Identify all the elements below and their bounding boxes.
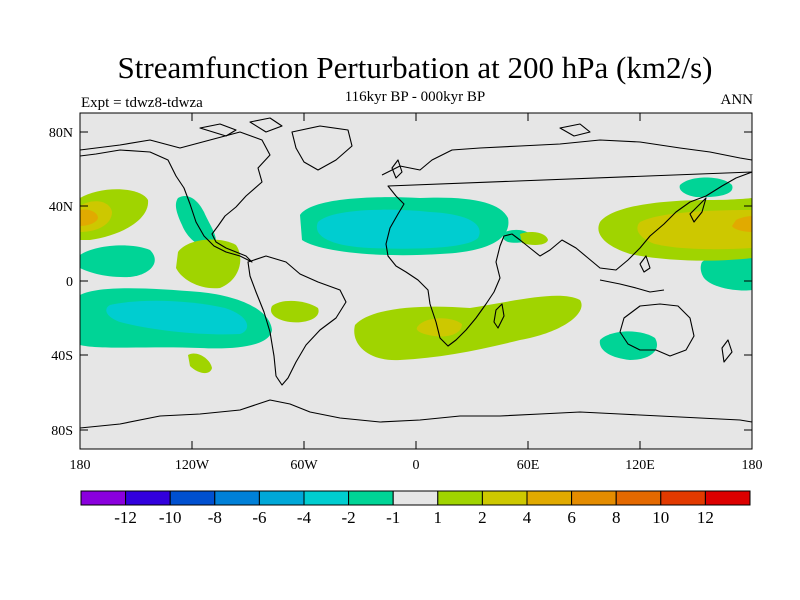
contour-pos2-southatlantic	[416, 318, 462, 337]
y-tick-label: 40S	[51, 349, 73, 364]
y-tick-label: 40N	[49, 200, 73, 215]
colorbar-box	[169, 490, 216, 506]
contour-pos-arabia	[520, 232, 548, 245]
colorbar-box	[303, 490, 350, 506]
coastline-japan	[689, 197, 707, 223]
x-tick-labels: 180 120W 60W 0 60E 120E 180	[70, 458, 763, 473]
colorbar-box	[660, 490, 706, 506]
coastline-australia	[619, 303, 695, 357]
colorbar-label: 1	[434, 508, 443, 527]
colorbar-label: 8	[612, 508, 621, 527]
colorbar-box	[80, 490, 127, 506]
colorbar-label: -1	[386, 508, 400, 527]
x-tick-label: 60E	[517, 458, 540, 473]
y-tick-labels: 80N 40N 0 40S 80S	[49, 126, 73, 439]
contour-pos4-npacific-east	[732, 216, 752, 232]
coastline-north-america	[80, 131, 271, 263]
subtitle: 116kyr BP - 000kyr BP	[344, 89, 486, 105]
x-tick-label: 120E	[625, 458, 655, 473]
contour-pos4-npacific-west	[80, 209, 98, 226]
coastline-south-america	[247, 255, 347, 386]
coastline-antarctica	[80, 399, 752, 429]
colorbar-label: -2	[342, 508, 356, 527]
colorbar-box	[392, 490, 439, 506]
colorbar-box	[214, 490, 260, 506]
colorbar-box	[437, 490, 483, 506]
colorbar-label: 10	[652, 508, 669, 527]
colorbar-label: -4	[297, 508, 312, 527]
coastline-madagascar	[493, 303, 505, 329]
colorbar-box	[481, 490, 528, 506]
x-tick-label: 120W	[175, 458, 210, 473]
contour-fields	[80, 177, 752, 374]
coastline-eurasia-africa	[381, 139, 752, 347]
colorbar-box	[258, 490, 305, 506]
map-background	[80, 113, 752, 449]
coastline-maritime-continent	[599, 255, 665, 293]
colorbar-label: -8	[208, 508, 222, 527]
experiment-label: Expt = tdwz8-tdwza	[81, 95, 203, 111]
colorbar-label: 12	[697, 508, 714, 527]
colorbar-label: -6	[252, 508, 266, 527]
tick-marks	[79, 113, 752, 449]
contour-neg-kamchatka	[679, 177, 733, 198]
x-tick-label: 180	[70, 458, 91, 473]
contour-pos-southamerica	[270, 300, 319, 323]
contour-pos2-npacific-east	[637, 210, 752, 250]
coastlines	[80, 117, 752, 429]
colorbar-box	[526, 490, 573, 506]
colorbar-label: -12	[114, 508, 137, 527]
contour-neg-pacific-east	[700, 251, 752, 291]
colorbar-box	[348, 490, 394, 506]
colorbar-label: 6	[567, 508, 576, 527]
contour-pos-southpacific	[188, 353, 212, 374]
contour-neg-pacific-west	[80, 245, 155, 278]
y-tick-label: 80S	[51, 424, 73, 439]
contour-neg2-atlantic	[316, 209, 480, 249]
colorbar-box	[571, 490, 617, 506]
colorbar-labels: -12 -10 -8 -6 -4 -2 -1 1 2 4 6 8 10 12	[114, 508, 714, 527]
x-tick-label: 180	[742, 458, 763, 473]
x-tick-label: 0	[413, 458, 420, 473]
colorbar-box	[125, 490, 171, 506]
coastline-arctic-islands	[199, 117, 591, 137]
contour-neg2-pacific-south	[106, 300, 248, 335]
colorbar: -12 -10 -8 -6 -4 -2 -1 1 2 4 6 8 10 12	[80, 490, 751, 527]
period-label: ANN	[720, 92, 754, 108]
colorbar-label: 2	[478, 508, 487, 527]
x-tick-label: 60W	[290, 458, 318, 473]
map-panel	[80, 113, 752, 449]
contour-neg-australia	[599, 331, 658, 360]
coastline-greenland	[291, 125, 353, 171]
colorbar-label: 4	[523, 508, 532, 527]
y-tick-label: 0	[66, 275, 73, 290]
coastline-newzealand	[721, 339, 733, 363]
colorbar-boxes	[80, 490, 751, 506]
coastline-britain	[391, 159, 403, 179]
y-tick-label: 80N	[49, 126, 73, 141]
colorbar-label: -10	[159, 508, 182, 527]
colorbar-box	[615, 490, 662, 506]
colorbar-box	[704, 490, 751, 506]
page-title: Streamfunction Perturbation at 200 hPa (…	[117, 50, 713, 85]
